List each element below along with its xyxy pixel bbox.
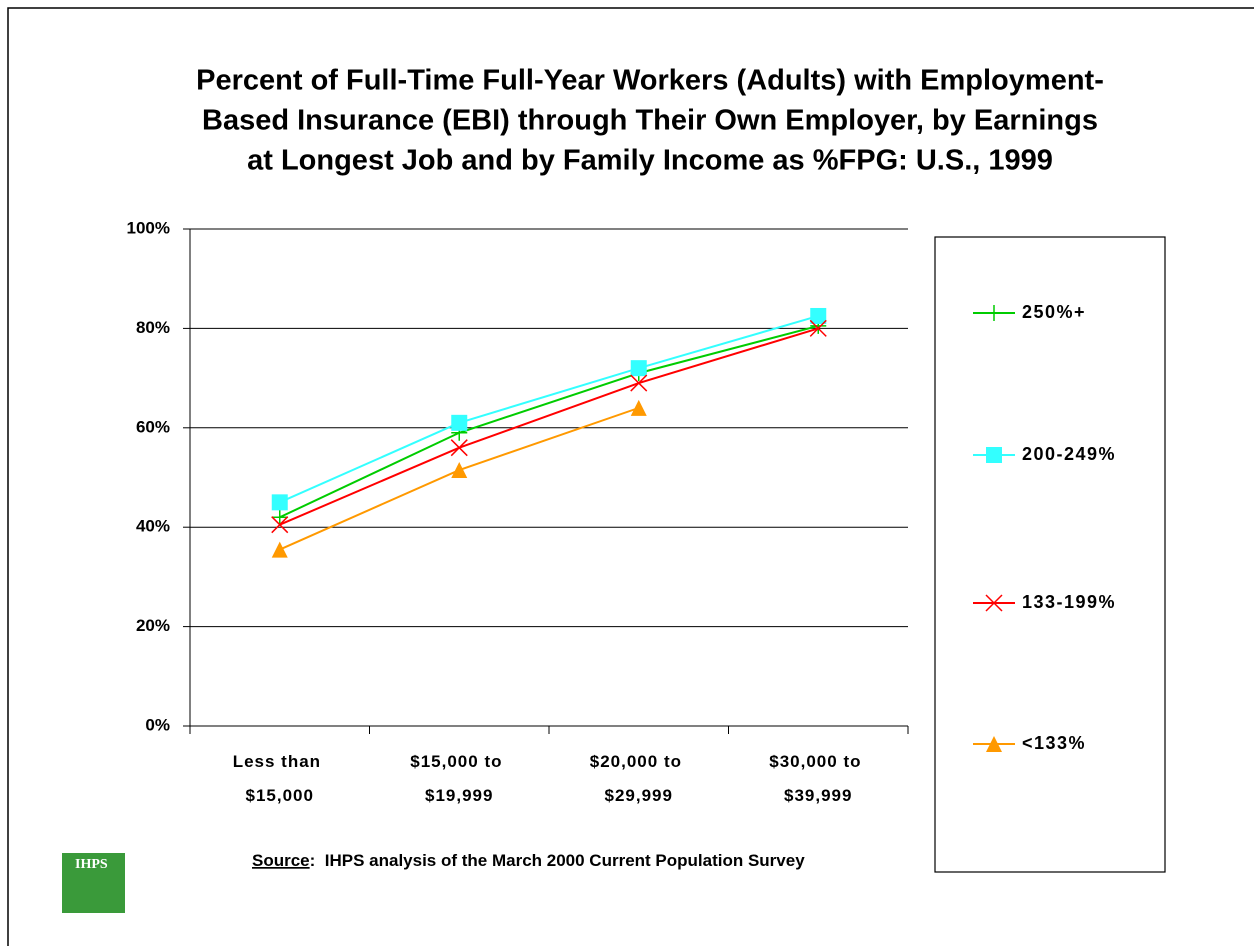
marker <box>271 516 289 534</box>
x-tick-line: $39,999 <box>784 786 852 805</box>
x-tick-line: $15,000 to <box>410 752 508 771</box>
x-tick-line: $29,999 <box>605 786 673 805</box>
source-label: Source <box>252 851 310 870</box>
y-tick-label: 100% <box>127 218 170 237</box>
chart-title: at Longest Job and by Family Income as %… <box>247 145 1053 177</box>
x-tick-label: $15,000 to $19,999 <box>410 752 508 805</box>
legend-label: 133-199% <box>1022 592 1116 612</box>
series-line <box>279 324 819 519</box>
marker <box>986 305 1002 321</box>
marker <box>986 736 1002 752</box>
logo <box>62 853 125 913</box>
marker <box>630 360 647 377</box>
legend-label: 250%+ <box>1022 302 1086 322</box>
legend-box <box>934 236 1166 873</box>
legend-label: 200-249% <box>1022 444 1116 464</box>
marker <box>810 307 827 324</box>
y-tick-label: 0% <box>145 715 170 734</box>
source: Source: IHPS analysis of the March 2000 … <box>252 851 805 870</box>
marker <box>271 509 288 526</box>
marker <box>271 494 288 511</box>
y-tick-label: 40% <box>136 517 170 536</box>
chart-title: Percent of Full-Time Full-Year Workers (… <box>196 65 1104 97</box>
x-tick-label: $30,000 to $39,999 <box>769 752 867 805</box>
x-tick-label: Less than $15,000 <box>233 752 327 805</box>
x-tick-line: $30,000 to <box>769 752 867 771</box>
marker <box>985 594 1003 612</box>
logo-text: IHPS <box>75 857 108 872</box>
x-tick-line: $19,999 <box>425 786 493 805</box>
frame <box>7 7 1254 946</box>
marker <box>271 541 288 558</box>
series-line <box>279 315 819 504</box>
x-tick-line: Less than <box>233 752 327 771</box>
marker <box>809 319 827 337</box>
y-tick-label: 60% <box>136 417 170 436</box>
marker <box>986 447 1002 463</box>
marker <box>451 414 468 431</box>
x-tick-label: $20,000 to $29,999 <box>590 752 688 805</box>
x-tick-line: $20,000 to <box>590 752 688 771</box>
marker <box>450 439 468 457</box>
chart-title: Based Insurance (EBI) through Their Own … <box>202 105 1098 137</box>
marker <box>630 374 648 392</box>
marker <box>630 399 647 416</box>
x-tick-line: $15,000 <box>246 786 314 805</box>
legend-label: <133% <box>1022 733 1086 753</box>
y-tick-label: 80% <box>136 318 170 337</box>
series-line <box>279 327 819 526</box>
source-text: : IHPS analysis of the March 2000 Curren… <box>310 851 806 870</box>
y-tick-label: 20% <box>136 616 170 635</box>
marker <box>451 462 468 479</box>
